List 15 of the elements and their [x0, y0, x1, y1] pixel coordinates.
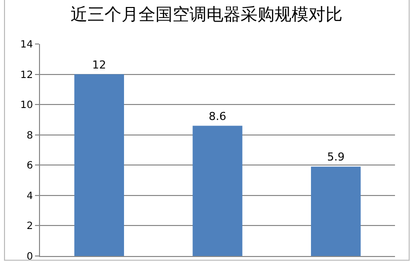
- y-tick-label: 10: [20, 100, 33, 112]
- y-tick-label: 14: [20, 40, 33, 50]
- bar: [310, 166, 361, 256]
- y-tick-label: 0: [26, 252, 33, 262]
- y-tick-label: 4: [26, 190, 33, 202]
- y-tick-label: 6: [26, 160, 33, 172]
- bar: [192, 126, 242, 256]
- y-tick-label: 2: [26, 221, 33, 232]
- y-tick-label: 12: [20, 70, 33, 81]
- chart-title: 近三个月全国空调电器采购规模对比: [70, 4, 342, 25]
- data-label: 12: [92, 58, 106, 72]
- data-label: 8.6: [208, 110, 226, 123]
- bar: [74, 74, 124, 256]
- data-label: 5.9: [327, 150, 345, 164]
- y-tick-label: 8: [26, 130, 33, 142]
